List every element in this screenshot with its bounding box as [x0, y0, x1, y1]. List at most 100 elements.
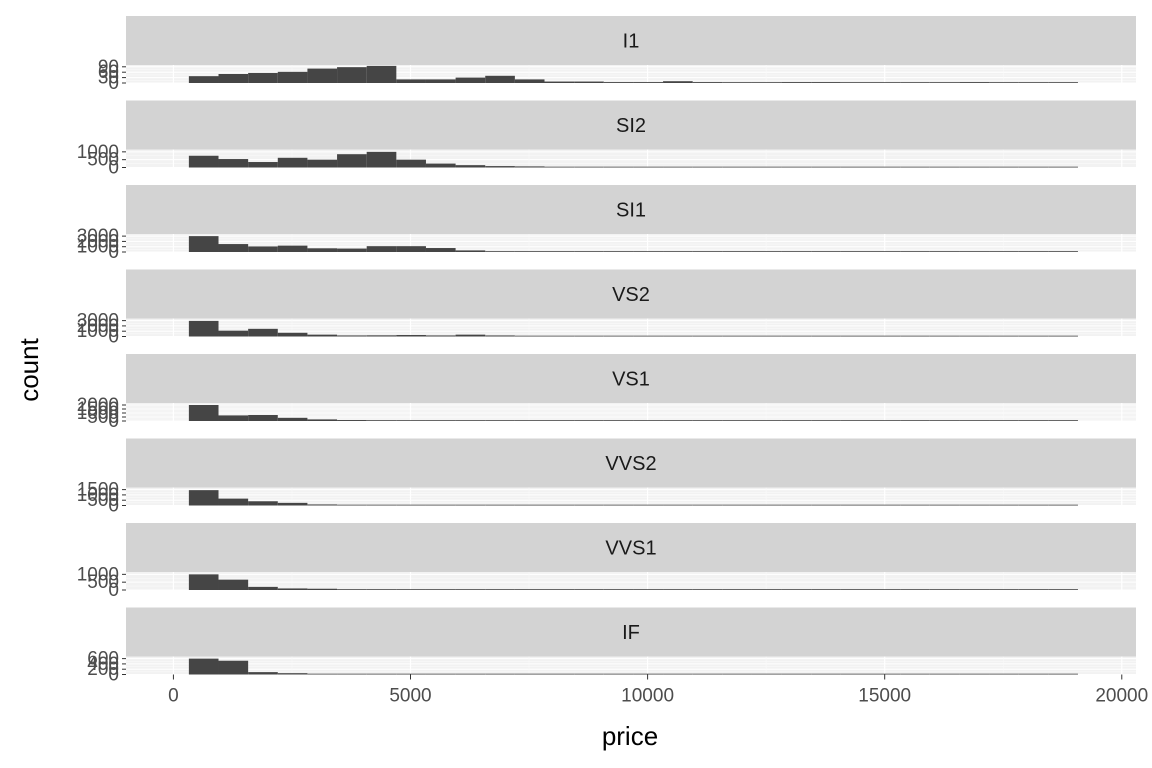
histogram-bar [663, 589, 693, 590]
histogram-bar [781, 420, 812, 421]
histogram-bar [722, 251, 752, 252]
facet-strip [126, 607, 1136, 657]
y-tick-label: 0 [108, 158, 119, 179]
histogram-bar [929, 420, 960, 421]
y-tick-label: 0 [108, 496, 119, 517]
histogram-bar [1018, 673, 1049, 675]
histogram-bar [188, 155, 219, 168]
x-tick-label: 15000 [858, 686, 911, 707]
y-tick-label: 3000 [77, 311, 119, 332]
histogram-bar [188, 76, 219, 83]
histogram-bar [929, 251, 960, 252]
histogram-bar [633, 335, 664, 337]
histogram-bar [455, 589, 486, 590]
histogram-bar [870, 82, 901, 83]
histogram-bar [722, 166, 752, 168]
facet-strip-label: VS1 [612, 369, 650, 391]
histogram-bar [425, 420, 456, 421]
y-tick-label: 30 [98, 68, 119, 89]
histogram-bar [633, 166, 664, 168]
histogram-bar [366, 335, 397, 337]
histogram-bar [544, 420, 575, 421]
histogram-bar [544, 504, 575, 506]
histogram-bar [574, 673, 604, 675]
histogram-bar [218, 74, 249, 83]
histogram-bar [574, 589, 604, 590]
histogram-bar [218, 244, 249, 252]
histogram-bar [751, 504, 782, 506]
histogram-bar [603, 82, 634, 83]
histogram-bar [959, 82, 990, 83]
histogram-bar [366, 504, 397, 506]
histogram-bar [248, 672, 278, 675]
facet-strip-label: SI1 [616, 200, 646, 222]
histogram-bar [929, 335, 960, 337]
histogram-bar [485, 166, 515, 168]
histogram-bar [425, 248, 456, 252]
y-tick-label: 60 [98, 62, 119, 83]
histogram-bar [840, 251, 871, 252]
histogram-bar [840, 82, 871, 83]
histogram-bar [663, 251, 693, 252]
histogram-bar [900, 166, 930, 168]
histogram-bar [603, 420, 634, 421]
histogram-bar [811, 166, 841, 168]
histogram-bars [188, 65, 1078, 83]
facet-strip [126, 100, 1136, 150]
histogram-bar [840, 589, 871, 590]
facet-strip-label: VVS1 [605, 538, 656, 560]
histogram-bar [277, 417, 308, 421]
histogram-bar [1048, 335, 1078, 337]
histogram-bar [989, 504, 1019, 506]
histogram-bar [989, 420, 1019, 421]
histogram-bar [574, 166, 604, 168]
histogram-bar [574, 81, 604, 83]
histogram-bar [485, 589, 515, 590]
facet-strip-label: VS2 [612, 284, 650, 306]
histogram-bar [514, 335, 545, 337]
histogram-bar [188, 490, 219, 506]
histogram-bar [959, 504, 990, 506]
histogram-bar [396, 246, 426, 252]
histogram-bar [603, 589, 634, 590]
histogram-bar [959, 589, 990, 590]
histogram-bar [425, 673, 456, 675]
histogram-bar [366, 65, 397, 83]
histogram-bar [811, 589, 841, 590]
histogram-bar [396, 673, 426, 675]
y-tick-label: 1000 [77, 564, 119, 585]
x-tick-label: 10000 [621, 686, 674, 707]
histogram-bar [307, 588, 338, 590]
histogram-bar [989, 82, 1019, 83]
histogram-bar [692, 504, 723, 506]
histogram-bar [337, 504, 367, 506]
histogram-bar [870, 420, 901, 421]
histogram-bars [188, 405, 1078, 421]
histogram-bar [396, 420, 426, 421]
histogram-bar [544, 589, 575, 590]
histogram-bar [840, 673, 871, 675]
histogram-bar [188, 405, 219, 421]
histogram-bar [929, 673, 960, 675]
histogram-bar [455, 77, 486, 83]
histogram-bar [781, 504, 812, 506]
histogram-bar [751, 589, 782, 590]
histogram-bar [811, 673, 841, 675]
facet-strip-label: VVS2 [605, 453, 656, 475]
histogram-bar [870, 251, 901, 252]
histogram-bar [633, 251, 664, 252]
histogram-bar [248, 501, 278, 506]
histogram-bar [900, 335, 930, 337]
histogram-bar [840, 166, 871, 168]
facet-strip-label: SI2 [616, 115, 646, 137]
y-tick-label: 1000 [77, 321, 119, 342]
histogram-bar [514, 673, 545, 675]
histogram-bar [692, 166, 723, 168]
histogram-bar [337, 673, 367, 675]
histogram-bar [840, 420, 871, 421]
histogram-bar [277, 332, 308, 337]
histogram-bar [366, 420, 397, 421]
histogram-bar [425, 79, 456, 83]
